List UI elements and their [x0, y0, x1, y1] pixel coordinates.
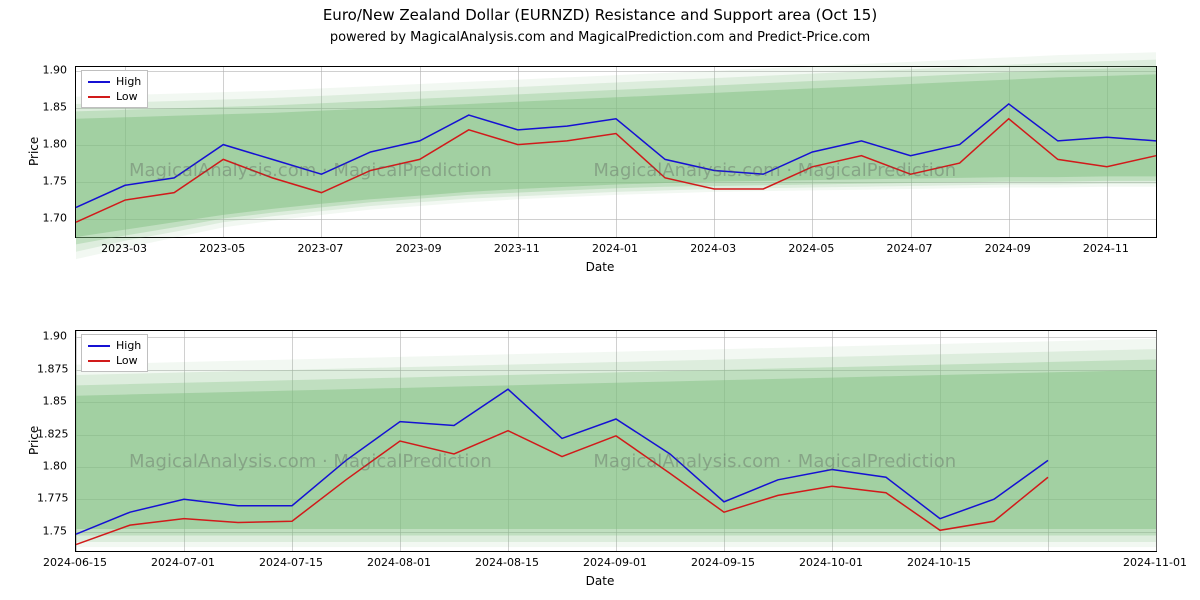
bottom-chart-x-axis-label: Date — [0, 574, 1200, 588]
legend-item-low: Low — [88, 89, 141, 104]
legend-item-low: Low — [88, 353, 141, 368]
y-tick-label: 1.85 — [37, 395, 67, 408]
top-chart-x-axis-label: Date — [0, 260, 1200, 274]
y-tick-label: 1.75 — [37, 174, 67, 187]
x-tick-label: 2024-09-15 — [691, 556, 755, 569]
legend-label-high: High — [116, 75, 141, 88]
x-tick-label: 2024-10-01 — [799, 556, 863, 569]
legend-swatch-high — [88, 345, 110, 347]
x-tick-label: 2024-03 — [690, 242, 736, 255]
x-tick-label: 2023-11 — [494, 242, 540, 255]
y-tick-label: 1.80 — [37, 137, 67, 150]
legend-item-high: High — [88, 74, 141, 89]
x-tick-label: 2024-10-15 — [907, 556, 971, 569]
x-tick-label: 2024-07-01 — [151, 556, 215, 569]
y-tick-label: 1.90 — [37, 63, 67, 76]
y-tick-label: 1.80 — [37, 459, 67, 472]
x-tick-label: 2024-11-01 — [1123, 556, 1187, 569]
legend-label-low: Low — [116, 354, 138, 367]
x-tick-label: 2024-09 — [985, 242, 1031, 255]
y-tick-label: 1.70 — [37, 211, 67, 224]
x-tick-label: 2023-03 — [101, 242, 147, 255]
x-tick-label: 2024-01 — [592, 242, 638, 255]
top-chart-legend: High Low — [81, 70, 148, 108]
y-tick-label: 1.75 — [37, 524, 67, 537]
chart-subtitle: powered by MagicalAnalysis.com and Magic… — [0, 30, 1200, 45]
legend-label-low: Low — [116, 90, 138, 103]
top-chart-panel — [75, 66, 1157, 238]
x-tick-label: 2023-05 — [199, 242, 245, 255]
x-tick-label: 2023-07 — [297, 242, 343, 255]
bottom-chart-legend: High Low — [81, 334, 148, 372]
legend-label-high: High — [116, 339, 141, 352]
x-tick-label: 2024-11 — [1083, 242, 1129, 255]
x-tick-label: 2024-05 — [788, 242, 834, 255]
y-tick-label: 1.90 — [37, 330, 67, 343]
x-tick-label: 2024-09-01 — [583, 556, 647, 569]
legend-swatch-low — [88, 360, 110, 362]
x-tick-label: 2023-09 — [396, 242, 442, 255]
x-tick-label: 2024-08-01 — [367, 556, 431, 569]
x-tick-label: 2024-08-15 — [475, 556, 539, 569]
y-tick-label: 1.775 — [37, 492, 67, 505]
legend-swatch-high — [88, 81, 110, 83]
legend-swatch-low — [88, 96, 110, 98]
y-tick-label: 1.85 — [37, 100, 67, 113]
figure: { "title": "Euro/New Zealand Dollar (EUR… — [0, 0, 1200, 600]
x-tick-label: 2024-06-15 — [43, 556, 107, 569]
chart-title: Euro/New Zealand Dollar (EURNZD) Resista… — [0, 6, 1200, 24]
y-tick-label: 1.875 — [37, 362, 67, 375]
legend-item-high: High — [88, 338, 141, 353]
bottom-chart-panel — [75, 330, 1157, 552]
x-tick-label: 2024-07-15 — [259, 556, 323, 569]
y-tick-label: 1.825 — [37, 427, 67, 440]
x-tick-label: 2024-07 — [887, 242, 933, 255]
